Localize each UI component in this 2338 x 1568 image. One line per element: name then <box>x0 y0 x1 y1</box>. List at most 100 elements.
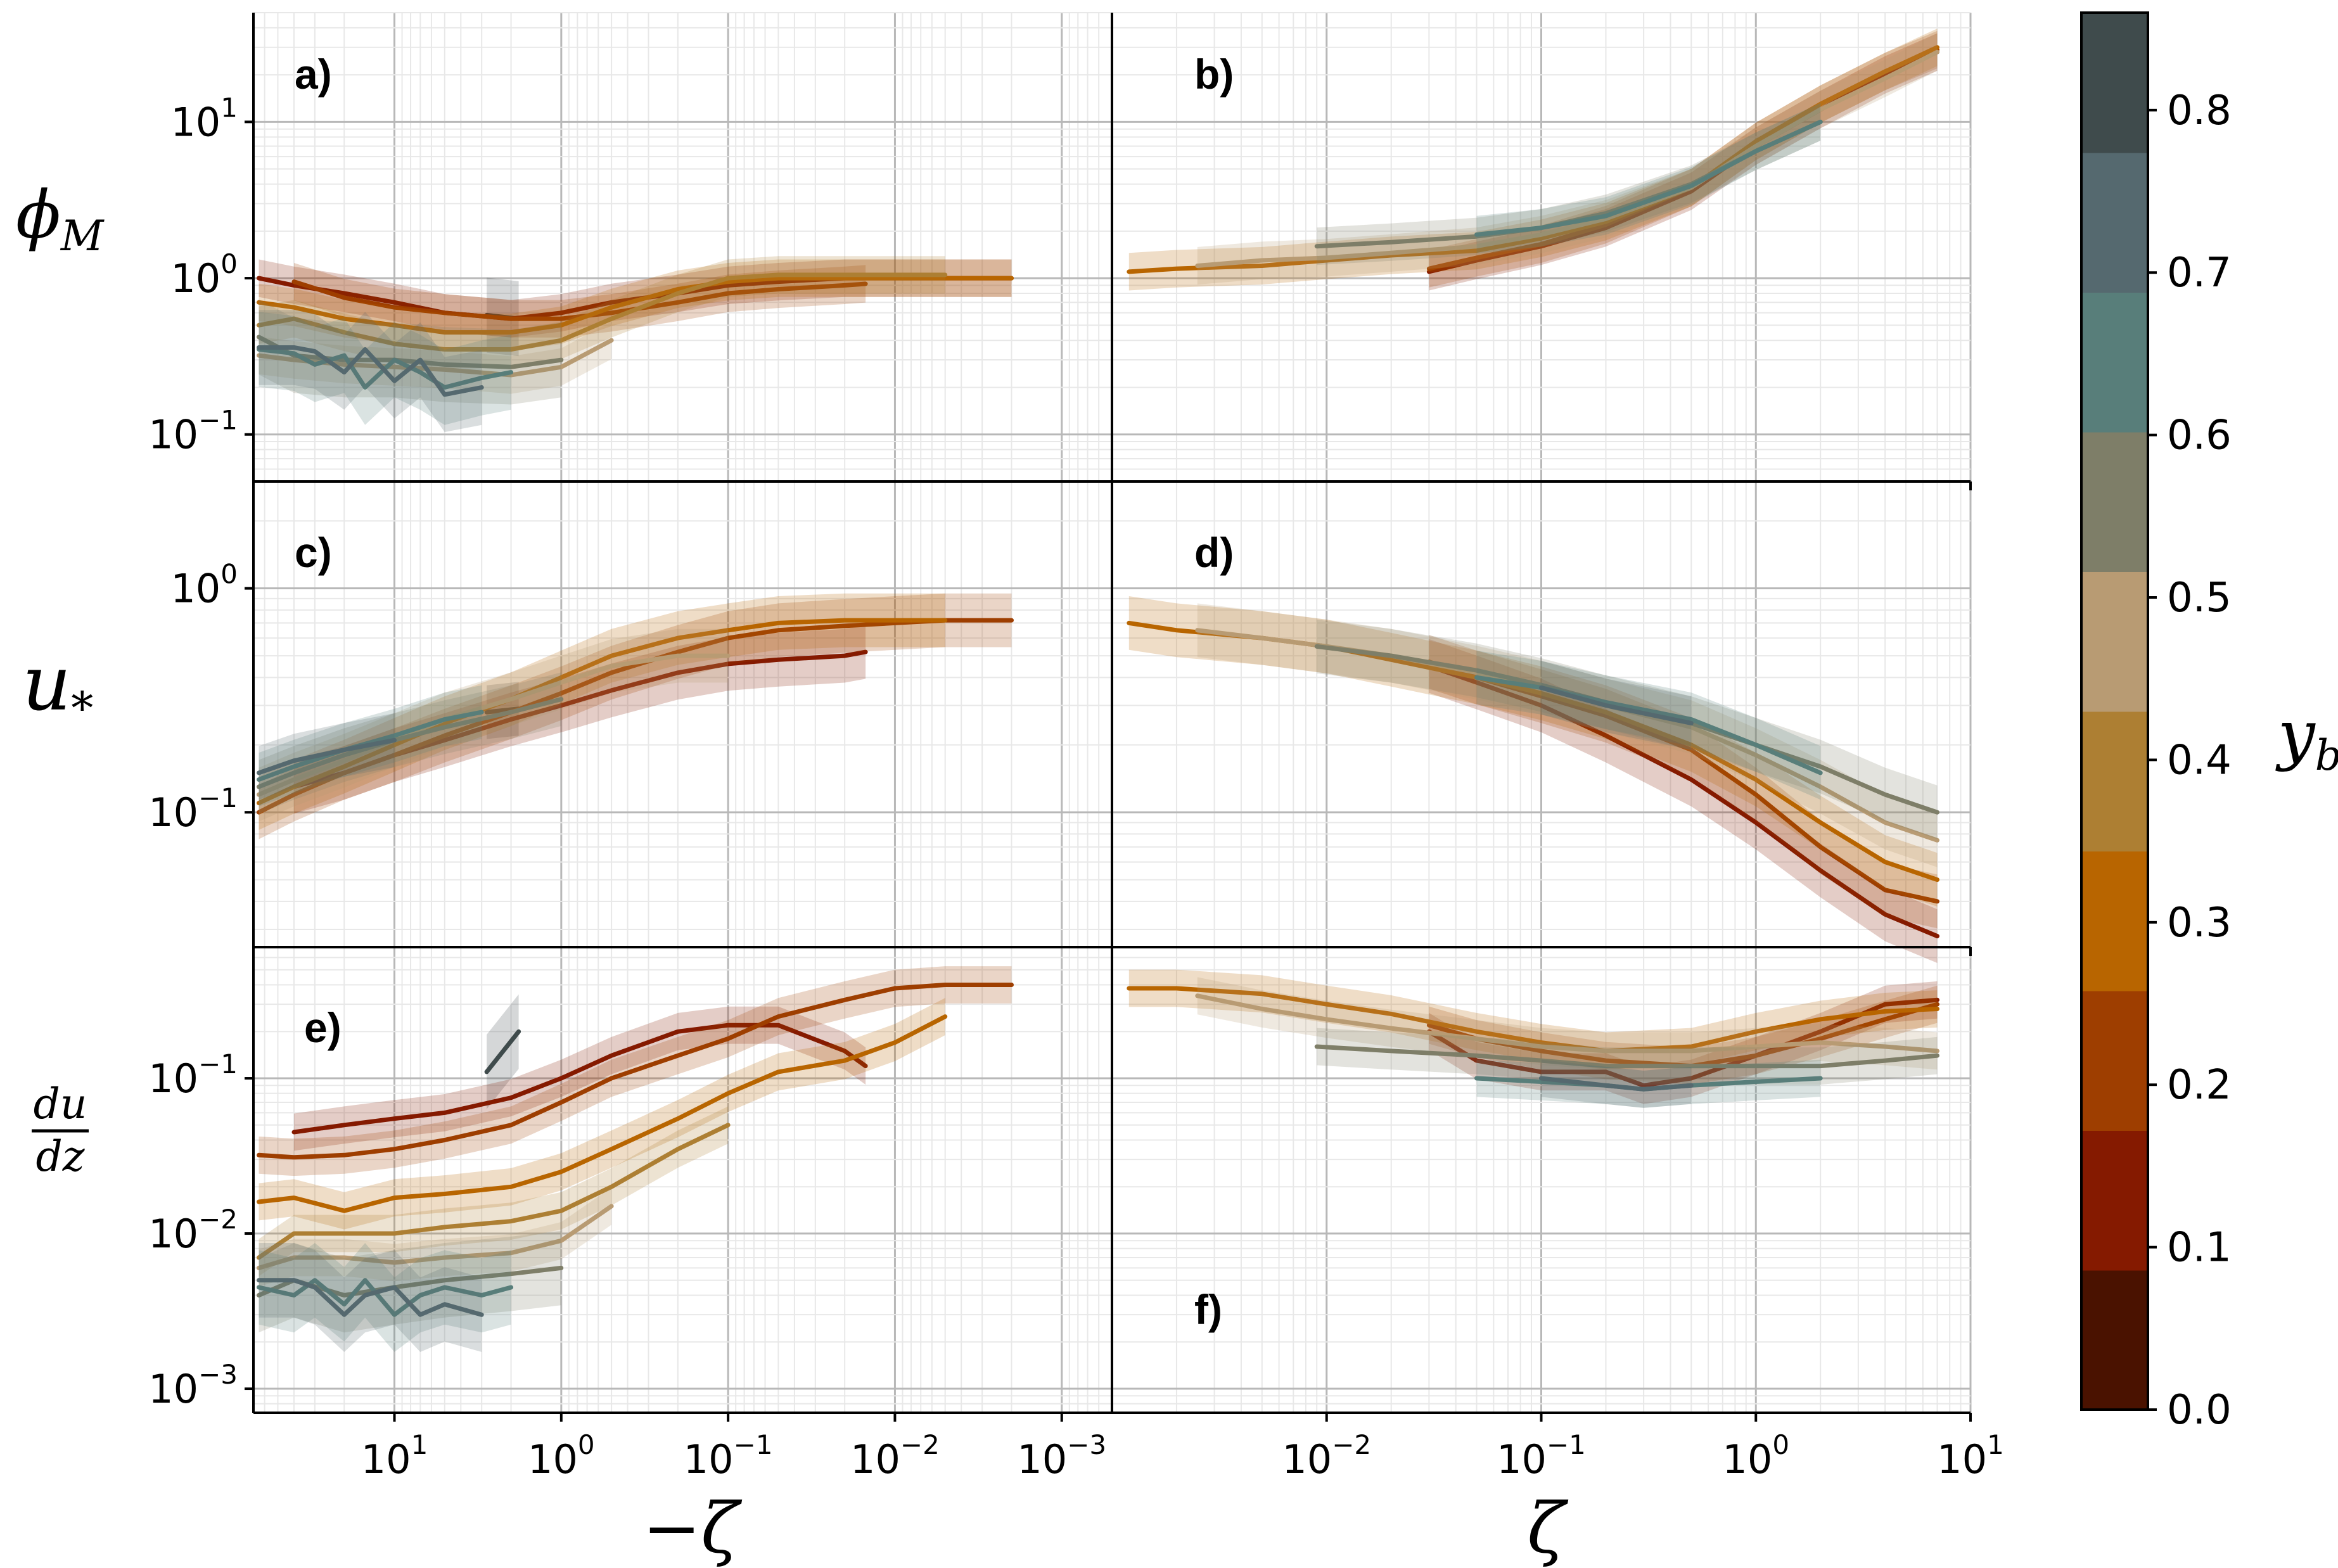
panel-f-line-4 <box>1314 1044 1939 1069</box>
panel-label-d: d) <box>1194 529 1234 576</box>
panel-d-band-0 <box>1429 639 1938 963</box>
colorbar-segment-9 <box>2081 13 2148 153</box>
x-left-tick-4-base: 10 <box>1017 1436 1067 1482</box>
tick-labels: 101 100 10−1 10−2 10−3 10−2 10−1 100 10110110010… <box>148 92 2004 1482</box>
panel-e-line-8 <box>257 1278 484 1317</box>
y-row0-tick-0-base: 10 <box>170 99 220 145</box>
panel-c-line-2 <box>257 618 1014 815</box>
grid-b <box>1111 12 1972 482</box>
grid-e <box>253 947 1113 1413</box>
x-left-tick-1-exp: 0 <box>578 1429 595 1460</box>
panel-b-band-5 <box>1476 103 1821 253</box>
ylabel-u-main: u <box>22 640 71 728</box>
x-left-tick-0-exp: 1 <box>411 1429 428 1460</box>
x-left-tick-2-exp: −1 <box>734 1429 773 1460</box>
panel-d-band-4 <box>1317 620 1938 839</box>
data-layer <box>257 29 1939 1352</box>
y-row2-tick-0: 10−1 <box>148 1049 238 1102</box>
panel-a-line-5 <box>257 338 614 378</box>
x-right-tick-3: 101 <box>1937 1429 2004 1482</box>
panel-c-band-1 <box>294 625 866 814</box>
xlabel-right: ζ <box>1527 1488 1569 1568</box>
panel-c-band-2 <box>259 593 1012 839</box>
panel-c-band-5 <box>259 672 561 814</box>
x-left-tick-4-exp: −3 <box>1067 1429 1106 1460</box>
colorbar-segment-8 <box>2081 152 2148 293</box>
colorbar-segment-0 <box>2081 1270 2148 1410</box>
panel-c-band-4 <box>259 628 729 822</box>
colorbar-frame <box>2080 11 2149 1411</box>
panel-d-band-3 <box>1197 603 1938 867</box>
grid-d <box>1111 481 1972 947</box>
y-row2-tick-2-exp: −3 <box>198 1359 238 1390</box>
colorbar-tick-3: 0.3 <box>2167 900 2232 947</box>
axes-frames <box>252 13 1972 1414</box>
x-left-tick-3-exp: −2 <box>900 1429 940 1460</box>
panel-f-band-6 <box>1541 1059 1692 1108</box>
y-row0-tick-1-base: 10 <box>170 255 220 302</box>
x-left-tick-0-base: 10 <box>361 1436 411 1482</box>
panel-a-band-5 <box>259 321 612 394</box>
panel-e-band-5 <box>259 1187 612 1287</box>
y-row2-tick-0-base: 10 <box>148 1055 198 1102</box>
colorbar-segment-2 <box>2081 990 2148 1131</box>
panel-d-line-5 <box>1474 675 1823 775</box>
colorbar-label: yb <box>2275 696 2338 780</box>
y-row2-tick-1-exp: −2 <box>198 1204 238 1235</box>
ylabel-du-den: dz <box>35 1132 85 1181</box>
panel-a-band-3 <box>259 259 1012 352</box>
panel-e-line-4 <box>257 1123 731 1260</box>
colorbar-segment-3 <box>2081 851 2148 991</box>
panel-a-band-8 <box>259 310 482 432</box>
x-right-tick-3-base: 10 <box>1937 1436 1987 1482</box>
x-right-tick-0-base: 10 <box>1282 1436 1332 1482</box>
panel-b-line-2 <box>1127 45 1939 274</box>
y-row0-tick-0: 101 <box>170 92 238 145</box>
x-right-tick-1-exp: −1 <box>1547 1429 1586 1460</box>
panel-a-line-8 <box>257 345 484 397</box>
panel-c-line-7 <box>257 737 397 775</box>
xlabel-left: −ζ <box>642 1488 743 1568</box>
panel-c-series <box>257 593 1014 839</box>
panel-c-line-3 <box>257 618 948 805</box>
panel-b-series <box>1127 29 1939 291</box>
y-row1-tick-0-exp: 0 <box>220 559 238 590</box>
colorbar-segment-1 <box>2081 1130 2148 1271</box>
panel-label-f: f) <box>1194 1286 1222 1333</box>
panel-label-c: c) <box>295 529 332 576</box>
colorbar-tick-4: 0.4 <box>2167 737 2232 784</box>
x-left-tick-3: 10−2 <box>850 1429 940 1482</box>
colorbar-segment-6 <box>2081 431 2148 572</box>
panel-e-line-1 <box>291 1023 868 1135</box>
x-right-tick-3-exp: 1 <box>1987 1429 2004 1460</box>
panel-b-band-3 <box>1197 33 1938 285</box>
x-right-tick-0-exp: −2 <box>1332 1429 1371 1460</box>
colorbar: 0.0 0.1 0.2 0.3 0.4 0.5 0.6 0.7 0.8 <box>2080 11 2232 1434</box>
colorbar-label-sub: b <box>2315 731 2338 780</box>
x-right-tick-0: 10−2 <box>1282 1429 1371 1482</box>
panel-b-band-4 <box>1317 103 1821 265</box>
y-row1-tick-1: 10−1 <box>148 782 238 836</box>
y-row0-tick-2-exp: −1 <box>198 405 238 436</box>
panel-f-band-5 <box>1476 1059 1821 1108</box>
x-left-tick-1-base: 10 <box>528 1436 578 1482</box>
panel-a-band-4 <box>259 256 945 369</box>
colorbar-tick-8: 0.8 <box>2167 87 2232 134</box>
panel-f-line-6 <box>1539 1076 1694 1092</box>
panel-d-series <box>1127 596 1939 963</box>
ylabel-du-num: du <box>34 1080 87 1128</box>
y-row2-tick-1: 10−2 <box>148 1204 238 1257</box>
panel-f-band-2 <box>1128 969 1938 1070</box>
x-left-tick-3-base: 10 <box>850 1436 900 1482</box>
x-left-tick-2-base: 10 <box>684 1436 734 1482</box>
panel-b-line-5 <box>1474 119 1823 237</box>
y-row0-tick-2-base: 10 <box>148 412 198 458</box>
x-left-tick-1: 100 <box>528 1429 595 1482</box>
panel-a-line-3 <box>257 276 1014 335</box>
y-row0-tick-1: 100 <box>170 248 238 302</box>
panel-label-b: b) <box>1194 51 1234 98</box>
colorbar-tick-7: 0.7 <box>2167 250 2232 296</box>
colorbar-segment-4 <box>2081 711 2148 851</box>
y-row1-tick-1-exp: −1 <box>198 782 238 813</box>
